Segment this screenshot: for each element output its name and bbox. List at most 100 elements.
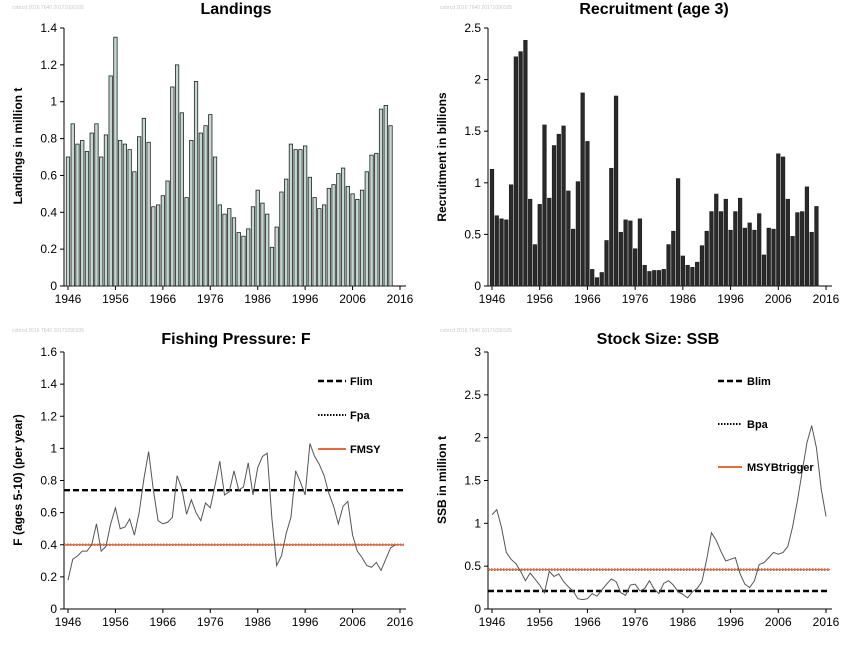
bar <box>160 195 165 287</box>
bar <box>246 228 251 287</box>
watermark: cobrcd 2016 7640 20171090105 <box>440 5 512 11</box>
bar <box>747 222 752 287</box>
bar <box>165 180 170 287</box>
bar <box>814 206 819 287</box>
bar <box>661 269 666 287</box>
bar <box>274 226 279 287</box>
bar <box>809 231 814 287</box>
bar <box>378 108 384 287</box>
bar <box>388 125 393 287</box>
y-tick-label: 2 <box>474 431 481 445</box>
bar <box>84 151 90 287</box>
y-tick-label: 0 <box>50 602 57 616</box>
bar <box>284 178 289 287</box>
bar <box>217 204 222 287</box>
bar <box>307 176 312 287</box>
bar <box>269 246 275 287</box>
bar <box>489 168 495 287</box>
bar <box>222 213 227 287</box>
panel-stock-size: cobrcd 2016 7640 20171090105 Stock Size:… <box>435 328 840 629</box>
bar <box>528 198 533 287</box>
y-tick-label: 2.5 <box>464 388 481 402</box>
x-tick-label: 1956 <box>102 615 129 629</box>
bar <box>355 198 360 287</box>
bar <box>599 272 604 287</box>
x-tick-label: 1996 <box>717 292 744 306</box>
x-tick-label: 1966 <box>574 615 601 629</box>
x-tick-label: 1946 <box>55 292 82 306</box>
bar <box>752 229 757 287</box>
bar <box>709 211 714 287</box>
bar <box>137 136 142 287</box>
bar <box>174 64 180 287</box>
bar <box>585 141 590 287</box>
bar <box>695 261 700 287</box>
bar <box>103 134 109 287</box>
y-tick-label: 1 <box>50 441 57 455</box>
bar <box>728 229 733 287</box>
y-tick-label: 0.4 <box>40 205 57 219</box>
bar <box>99 156 104 287</box>
bar <box>146 141 151 287</box>
bar <box>184 197 189 287</box>
bar <box>633 248 638 287</box>
watermark: cobrcd 2016 7640 20171090105 <box>12 5 84 11</box>
bar <box>571 228 576 287</box>
bar <box>733 211 738 287</box>
bar <box>699 245 705 287</box>
bar <box>288 143 294 287</box>
bar <box>718 211 724 287</box>
chart-title-fishing-pressure: Fishing Pressure: F <box>161 331 311 348</box>
bar <box>685 264 690 287</box>
x-tick-label: 1946 <box>55 615 82 629</box>
legend-label-fpa: Fpa <box>350 410 370 422</box>
bar <box>156 204 161 287</box>
x-tick-label: 2006 <box>765 615 792 629</box>
bar <box>613 95 619 287</box>
bar <box>151 206 156 287</box>
legend-label-bpa: Bpa <box>747 419 769 431</box>
bar <box>771 228 776 287</box>
bar <box>141 117 146 287</box>
y-tick-label: 1.5 <box>464 124 481 138</box>
legend-label-blim: Blim <box>747 376 771 388</box>
bar <box>279 191 284 287</box>
bar <box>547 197 552 287</box>
bar <box>189 140 194 287</box>
y-tick-label: 3 <box>474 345 481 359</box>
bar <box>609 167 614 287</box>
bar <box>364 171 369 287</box>
bar <box>241 235 246 287</box>
x-tick-label: 1996 <box>717 615 744 629</box>
y-tick-label: 0.6 <box>40 506 57 520</box>
bar <box>776 153 781 287</box>
bar <box>714 193 719 287</box>
watermark: cobrcd 2016 7640 20171090105 <box>12 328 84 334</box>
bar <box>75 143 80 287</box>
bar <box>132 171 137 287</box>
bar <box>374 152 379 287</box>
bar <box>236 232 241 287</box>
bar <box>303 145 308 287</box>
bar <box>742 227 748 287</box>
bar <box>757 213 762 287</box>
bar <box>108 75 113 287</box>
chart-title-landings: Landings <box>200 1 271 18</box>
bar <box>580 92 585 287</box>
y-tick-label: 1.4 <box>40 377 57 391</box>
bar <box>250 206 256 287</box>
bar <box>65 156 71 287</box>
x-tick-label: 1966 <box>574 292 601 306</box>
y-tick-label: 0 <box>50 279 57 293</box>
bar <box>556 133 561 287</box>
x-tick-label: 1956 <box>102 292 129 306</box>
panel-fishing-pressure: cobrcd 2016 7640 20171090105 Fishing Pre… <box>11 328 414 629</box>
x-tick-label: 1996 <box>292 292 319 306</box>
plot-area-fishing-pressure: 0 0.2 0.4 0.6 0.8 1 1.2 1.4 1.6 1946 1956 1966 1976 1… <box>40 345 413 629</box>
bar <box>551 145 557 287</box>
bar <box>70 123 75 287</box>
bar <box>179 112 184 287</box>
bar <box>623 219 628 287</box>
bar <box>293 149 298 287</box>
